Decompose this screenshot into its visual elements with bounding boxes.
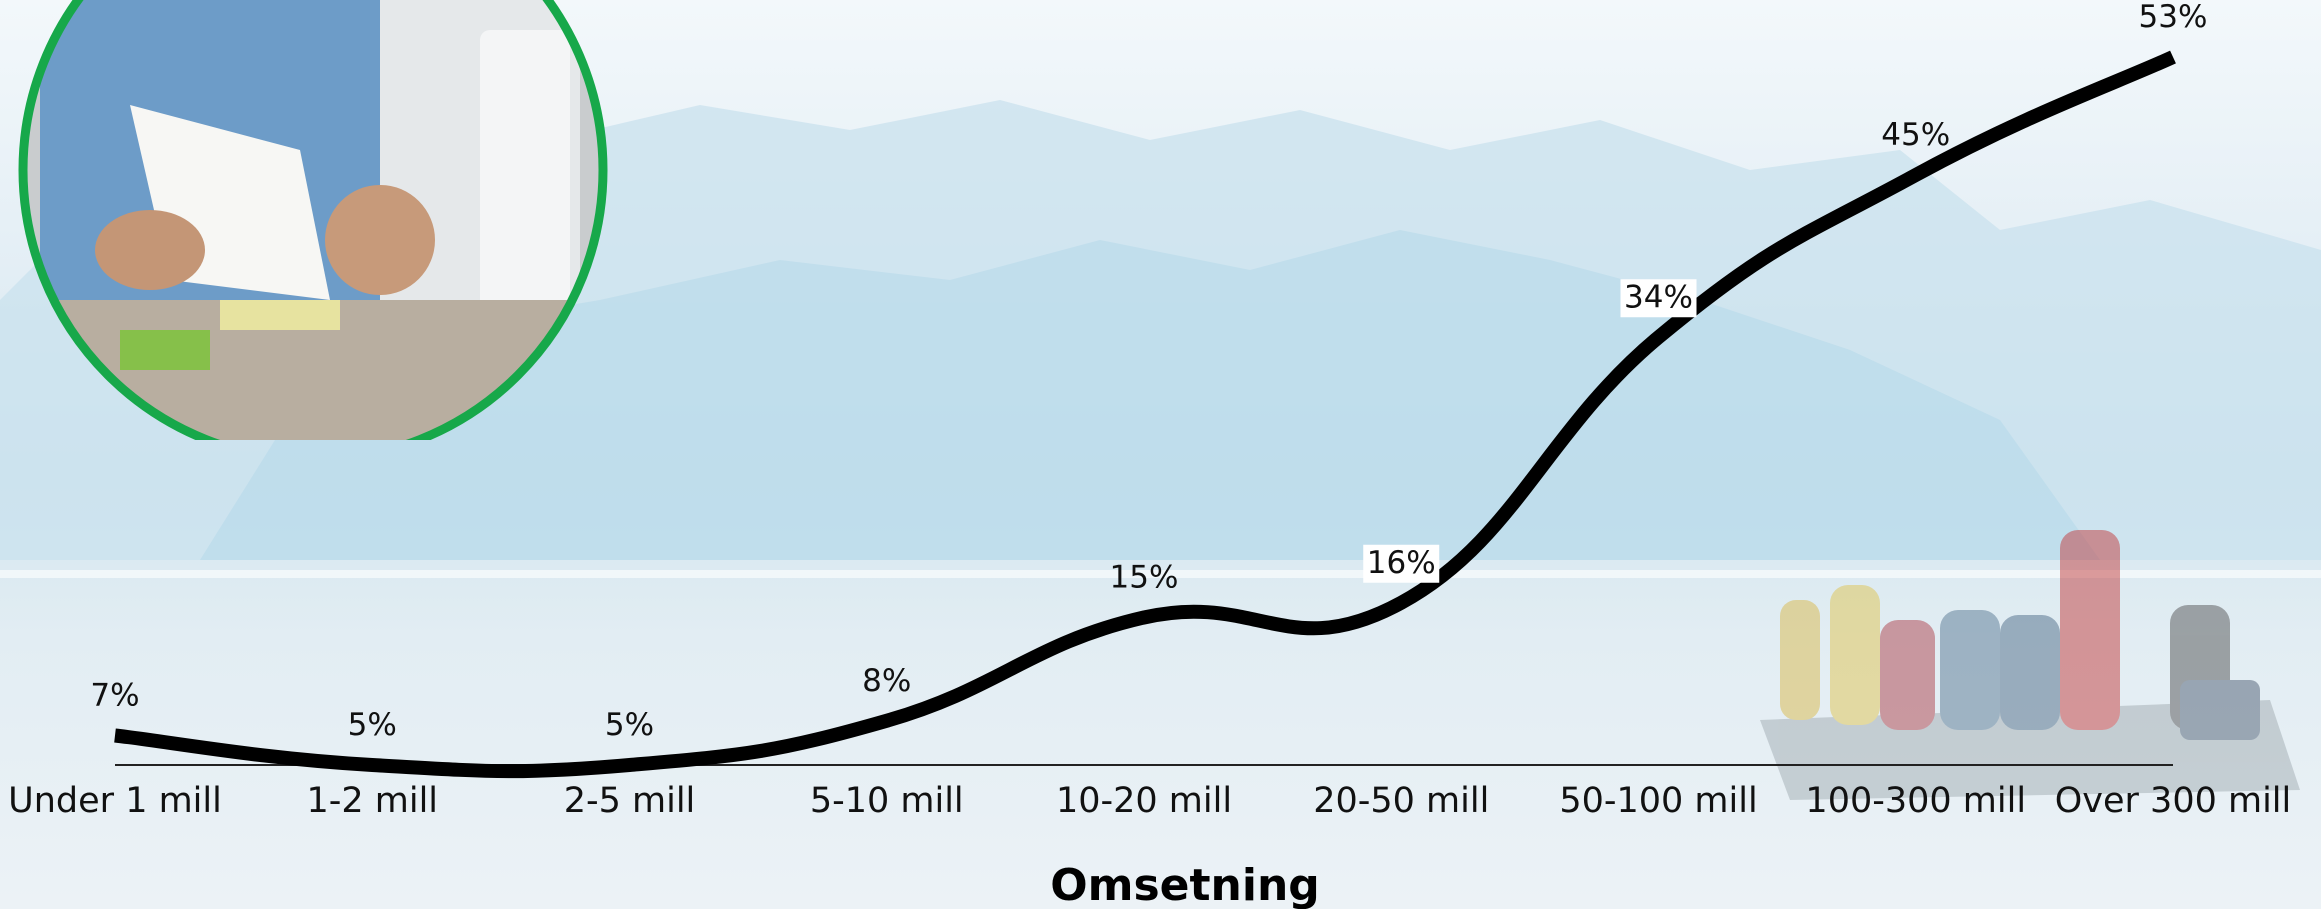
data-labels: 7% 5% 5% 8% 15% 16% 34% 45% 53% [90, 0, 2207, 743]
series-line [114, 50, 2176, 779]
data-label-text: 34% [1624, 279, 1693, 315]
data-label-4: 15% [1110, 560, 1179, 596]
data-label-background [1363, 544, 1440, 583]
boat-image [1760, 530, 2300, 800]
x-tick-label-8: Over 300 mill [2055, 781, 2292, 821]
data-label-7: 45% [1881, 117, 1950, 153]
x-tick-label-7: 100-300 mill [1805, 781, 2026, 821]
data-label-6: 34% [1620, 279, 1697, 318]
x-tick-label-2: 2-5 mill [564, 781, 696, 821]
x-axis-tick-labels: Under 1 mill 1-2 mill 2-5 mill 5-10 mill 10-… [8, 781, 2291, 821]
data-label-text: 45% [1881, 117, 1950, 153]
x-tick-label-5: 20-50 mill [1313, 781, 1489, 821]
data-label-8: 53% [2139, 0, 2208, 35]
data-label-0: 7% [90, 678, 139, 714]
data-label-1: 5% [348, 707, 397, 743]
data-label-text: 5% [348, 707, 397, 743]
data-label-text: 8% [862, 663, 911, 699]
data-label-text: 15% [1110, 560, 1179, 596]
data-label-text: 16% [1367, 545, 1436, 581]
data-label-text: 7% [90, 678, 139, 714]
data-label-2: 5% [605, 707, 654, 743]
x-tick-label-3: 5-10 mill [810, 781, 964, 821]
office-paperwork-photo [18, 0, 608, 440]
x-axis-title: Omsetning [1050, 860, 1320, 909]
data-label-background [1620, 279, 1697, 318]
x-tick-label-0: Under 1 mill [8, 781, 222, 821]
data-label-text: 53% [2139, 0, 2208, 35]
x-tick-label-1: 1-2 mill [306, 781, 438, 821]
photo-ring [18, 0, 608, 440]
x-tick-label-4: 10-20 mill [1056, 781, 1232, 821]
data-label-3: 8% [862, 663, 911, 699]
data-label-text: 5% [605, 707, 654, 743]
x-tick-label-6: 50-100 mill [1559, 781, 1757, 821]
data-label-5: 16% [1363, 544, 1440, 583]
